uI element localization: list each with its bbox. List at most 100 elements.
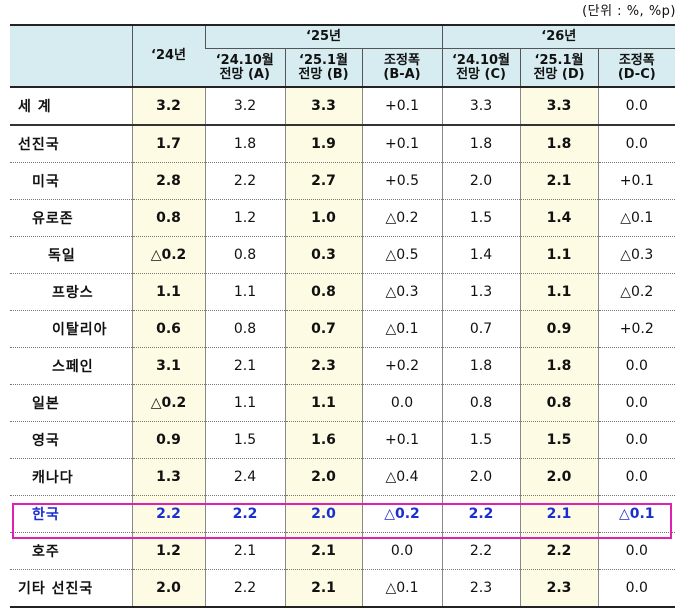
header-sub: 조정폭 (B-A): [361, 48, 442, 87]
value-cell: 2.1: [284, 569, 362, 608]
value-cell: 2.2: [204, 162, 285, 200]
value-cell: 1.1: [204, 273, 285, 311]
value-cell: 1.1: [204, 384, 285, 422]
value-cell: △0.3: [361, 273, 442, 311]
value-cell: △0.1: [361, 569, 442, 608]
value-cell: 2.1: [284, 532, 362, 570]
value-cell: 2.0: [441, 162, 520, 200]
row-label: 캐나다: [10, 458, 132, 496]
value-cell: 0.8: [519, 384, 598, 422]
value-cell: 2.4: [204, 458, 285, 496]
table-row: 호주 1.2 2.1 2.1 0.0 2.2 2.2 0.0: [10, 532, 676, 570]
value-cell: 1.8: [441, 125, 520, 163]
header-sub: 조정폭 (D-C): [597, 48, 676, 87]
table-body: 세 계 3.2 3.2 3.3 +0.1 3.3 3.3 0.0 선진국 1.7 1.8 1.9 +0.…: [10, 87, 676, 608]
value-cell: 1.1: [519, 236, 598, 274]
value-cell: 0.7: [284, 310, 362, 348]
value-cell: 2.8: [131, 162, 205, 200]
table-row: 선진국 1.7 1.8 1.9 +0.1 1.8 1.8 0.0: [10, 125, 676, 163]
value-cell: +0.2: [361, 347, 442, 385]
value-cell: 1.0: [284, 199, 362, 237]
value-cell: 2.2: [204, 495, 285, 533]
row-label: 한국: [10, 495, 132, 533]
table-row: 이탈리아 0.6 0.8 0.7 △0.1 0.7 0.9 +0.2: [10, 310, 676, 348]
header-2024: ‘24년: [131, 25, 205, 88]
value-cell: 0.8: [284, 273, 362, 311]
value-cell: 1.1: [284, 384, 362, 422]
value-cell: 0.7: [441, 310, 520, 348]
value-cell: 2.2: [441, 532, 520, 570]
row-label: 프랑스: [10, 273, 132, 311]
value-cell: 1.4: [519, 199, 598, 237]
table-row: 한국 2.2 2.2 2.0 △0.2 2.2 2.1 △0.1: [10, 495, 676, 533]
value-cell: △0.2: [361, 495, 442, 533]
value-cell: △0.2: [361, 199, 442, 237]
value-cell: 1.8: [519, 125, 598, 163]
value-cell: 1.8: [519, 347, 598, 385]
value-cell: 0.9: [519, 310, 598, 348]
value-cell: 2.0: [284, 458, 362, 496]
value-cell: 0.6: [131, 310, 205, 348]
header-sub: ‘24.10월 전망 (A): [205, 48, 285, 87]
row-label: 세 계: [10, 87, 132, 126]
value-cell: 1.8: [441, 347, 520, 385]
table-row: 영국 0.9 1.5 1.6 +0.1 1.5 1.5 0.0: [10, 421, 676, 459]
table-row: 스페인 3.1 2.1 2.3 +0.2 1.8 1.8 0.0: [10, 347, 676, 385]
value-cell: 2.2: [204, 569, 285, 608]
value-cell: 0.0: [361, 532, 442, 570]
value-cell: 3.2: [204, 87, 285, 126]
row-label: 유로존: [10, 199, 132, 237]
value-cell: 1.1: [131, 273, 205, 311]
value-cell: 1.2: [131, 532, 205, 570]
growth-forecast-table: ‘24년 ‘25년 ‘26년 ‘24.10월 전망 (A) ‘25.1월 전망 (B…: [10, 24, 676, 608]
value-cell: 2.2: [131, 495, 205, 533]
table-row: 기타 선진국 2.0 2.2 2.1 △0.1 2.3 2.3 0.0: [10, 569, 676, 608]
value-cell: 0.0: [597, 347, 676, 385]
value-cell: 2.1: [204, 347, 285, 385]
value-cell: 2.1: [519, 495, 598, 533]
value-cell: 1.1: [519, 273, 598, 311]
row-label: 영국: [10, 421, 132, 459]
value-cell: 0.8: [204, 236, 285, 274]
value-cell: 0.3: [284, 236, 362, 274]
value-cell: 0.0: [597, 125, 676, 163]
row-label: 독일: [10, 236, 132, 274]
value-cell: △0.1: [597, 495, 676, 533]
table-row: 캐나다 1.3 2.4 2.0 △0.4 2.0 2.0 0.0: [10, 458, 676, 496]
row-label: 선진국: [10, 125, 132, 163]
header-sub: ‘25.1월 전망 (B): [284, 48, 362, 87]
row-label: 이탈리아: [10, 310, 132, 348]
value-cell: +0.1: [597, 162, 676, 200]
value-cell: 1.2: [204, 199, 285, 237]
value-cell: 2.3: [519, 569, 598, 608]
value-cell: 2.0: [441, 458, 520, 496]
value-cell: 0.8: [441, 384, 520, 422]
value-cell: 0.8: [131, 199, 205, 237]
value-cell: 0.0: [597, 421, 676, 459]
value-cell: 3.3: [519, 87, 598, 126]
value-cell: 1.3: [131, 458, 205, 496]
value-cell: 2.1: [519, 162, 598, 200]
value-cell: 0.0: [597, 87, 676, 126]
header-region: [10, 25, 132, 88]
row-label: 기타 선진국: [10, 569, 132, 608]
header-2025-group: ‘25년: [204, 25, 442, 49]
value-cell: 1.5: [441, 421, 520, 459]
value-cell: 2.0: [284, 495, 362, 533]
value-cell: 2.0: [131, 569, 205, 608]
value-cell: +0.2: [597, 310, 676, 348]
value-cell: 1.6: [284, 421, 362, 459]
value-cell: +0.5: [361, 162, 442, 200]
value-cell: 1.7: [131, 125, 205, 163]
value-cell: △0.5: [361, 236, 442, 274]
value-cell: 2.1: [204, 532, 285, 570]
value-cell: 2.3: [441, 569, 520, 608]
row-label: 일본: [10, 384, 132, 422]
table-row: 일본 △0.2 1.1 1.1 0.0 0.8 0.8 0.0: [10, 384, 676, 422]
value-cell: △0.1: [361, 310, 442, 348]
value-cell: △0.2: [131, 384, 205, 422]
row-label: 스페인: [10, 347, 132, 385]
table-row: 유로존 0.8 1.2 1.0 △0.2 1.5 1.4 △0.1: [10, 199, 676, 237]
value-cell: 0.9: [131, 421, 205, 459]
value-cell: 2.7: [284, 162, 362, 200]
